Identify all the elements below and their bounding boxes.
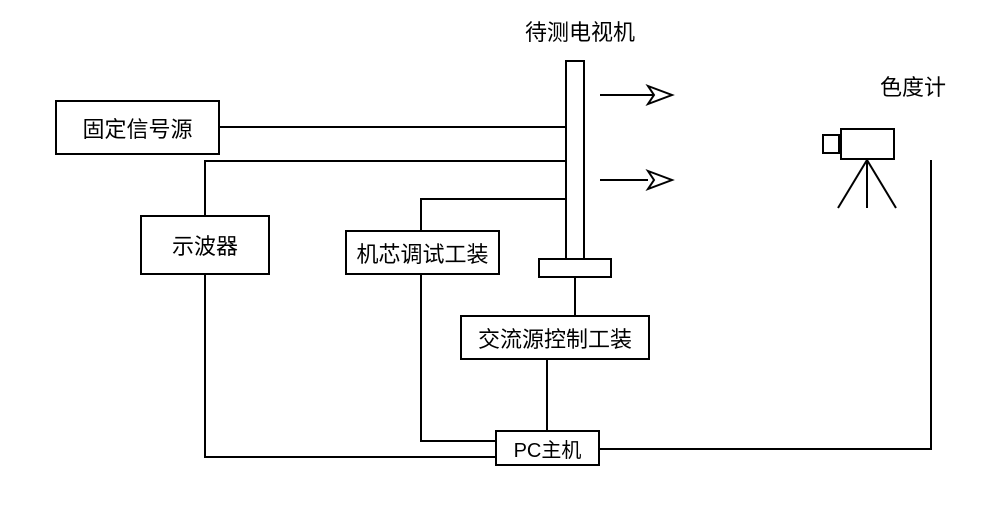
tv-title-label: 待测电视机	[525, 15, 635, 47]
tv-stand	[538, 258, 612, 278]
core-fixture-box: 机芯调试工装	[345, 230, 500, 275]
edge-color-pc-h	[600, 448, 932, 450]
edge-tv-ac	[574, 278, 576, 315]
edge-core-tv-h	[420, 198, 565, 200]
ac-control-box: 交流源控制工装	[460, 315, 650, 360]
edge-osc-tv-h	[204, 160, 565, 162]
edge-core-pc-v	[420, 275, 422, 440]
pc-host-label: PC主机	[514, 434, 582, 463]
edge-osc-pc-v	[204, 275, 206, 458]
edge-sig-tv	[220, 126, 565, 128]
edge-osc-tv-v	[204, 160, 206, 215]
arrow-1-icon	[600, 86, 672, 104]
edge-osc-pc-h	[204, 456, 495, 458]
arrow-2-icon	[600, 171, 672, 189]
oscilloscope-label: 示波器	[172, 229, 238, 261]
oscilloscope-box: 示波器	[140, 215, 270, 275]
core-fixture-label: 机芯调试工装	[356, 237, 488, 269]
edge-color-pc-v	[930, 160, 932, 450]
edge-core-tv-v	[420, 198, 422, 230]
edge-core-pc-h	[420, 440, 495, 442]
ac-control-label: 交流源控制工装	[478, 322, 632, 354]
signal-source-label: 固定信号源	[82, 112, 192, 144]
colorimeter-tripod-icon	[838, 160, 896, 208]
tv-body	[565, 60, 585, 260]
pc-host-box: PC主机	[495, 430, 600, 466]
colorimeter-lens	[822, 134, 840, 154]
signal-source-box: 固定信号源	[55, 100, 220, 155]
colorimeter-body	[840, 128, 895, 160]
colorimeter-title-label: 色度计	[880, 70, 946, 102]
edge-ac-pc	[546, 360, 548, 430]
